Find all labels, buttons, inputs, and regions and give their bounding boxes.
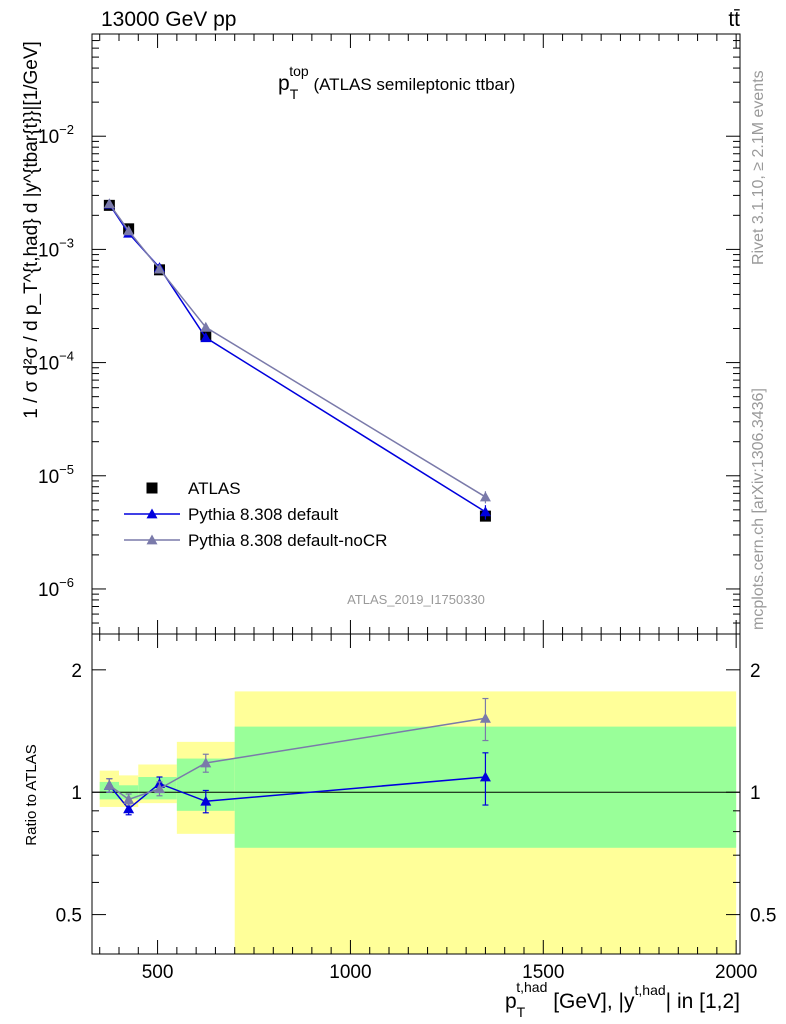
x-axis-title: pTt,had [GeV], |yt,had| in [1,2] <box>505 979 740 1020</box>
legend-label: Pythia 8.308 default-noCR <box>188 531 387 550</box>
ratio-point <box>200 795 212 806</box>
x-tick-label: 1000 <box>329 962 371 983</box>
plot-title: pTtop (ATLAS semileptonic ttbar) <box>278 63 515 102</box>
series-line <box>108 203 486 513</box>
mcplots-label: mcplots.cern.ch [arXiv:1306.3436] <box>750 388 767 630</box>
data-point-mc <box>103 198 115 209</box>
data-point-mc <box>154 263 165 274</box>
header-left: 13000 GeV pp <box>101 8 236 31</box>
legend-label: Pythia 8.308 default <box>188 505 339 524</box>
y-tick-label: 10−6 <box>38 575 74 601</box>
ratio-point <box>479 771 491 782</box>
ratio-y-tick-label: 1 <box>71 783 82 804</box>
ratio-y-tick-label-right: 0.5 <box>750 906 776 927</box>
ratio-y-axis-title: Ratio to ATLAS <box>23 744 40 845</box>
svg-text:pTtop (ATLAS semileptonic ttba: pTtop (ATLAS semileptonic ttbar) <box>278 63 515 102</box>
y-tick-label: 10−2 <box>38 122 74 148</box>
ratio-point <box>200 757 212 768</box>
ratio-y-tick-label: 0.5 <box>56 906 82 927</box>
data-point-mc <box>479 491 491 502</box>
legend-marker-atlas <box>146 482 158 494</box>
header-right: tt̄ <box>728 8 740 31</box>
legend-marker-mc <box>146 508 158 519</box>
ratio-plot-frame <box>91 633 741 955</box>
data-point-mc <box>123 225 135 236</box>
ratio-point <box>479 712 491 723</box>
rivet-label: Rivet 3.1.10, ≥ 2.1M events <box>750 70 767 265</box>
ratio-point <box>154 783 165 794</box>
analysis-watermark: ATLAS_2019_I1750330 <box>347 592 485 607</box>
ratio-y-tick-label-right: 2 <box>750 661 761 682</box>
legend-label: ATLAS <box>188 479 241 498</box>
series-line <box>108 203 486 498</box>
data-point-mc <box>200 321 212 332</box>
x-tick-label: 2000 <box>715 962 757 983</box>
y-tick-label: 10−5 <box>38 462 74 488</box>
svg-text:pTt,had [GeV], |yt,had| in [1,: pTt,had [GeV], |yt,had| in [1,2] <box>505 979 740 1020</box>
y-tick-label: 10−3 <box>38 235 74 261</box>
legend-marker-mc <box>146 534 158 545</box>
main-y-axis-title: 1 / σ d²σ / d p_T^{t,had} d |y^{tbar{t}}… <box>21 41 42 419</box>
x-tick-label: 1500 <box>522 962 564 983</box>
ratio-point <box>123 803 135 814</box>
ratio-y-tick-label-right: 1 <box>750 783 761 804</box>
x-tick-label: 500 <box>142 962 174 983</box>
y-tick-label: 10−4 <box>38 349 74 375</box>
ratio-y-tick-label: 2 <box>71 661 82 682</box>
data-point-mc <box>200 332 212 343</box>
ratio-point <box>103 779 115 790</box>
ratio-point <box>123 793 135 804</box>
data-point-mc <box>479 506 491 517</box>
